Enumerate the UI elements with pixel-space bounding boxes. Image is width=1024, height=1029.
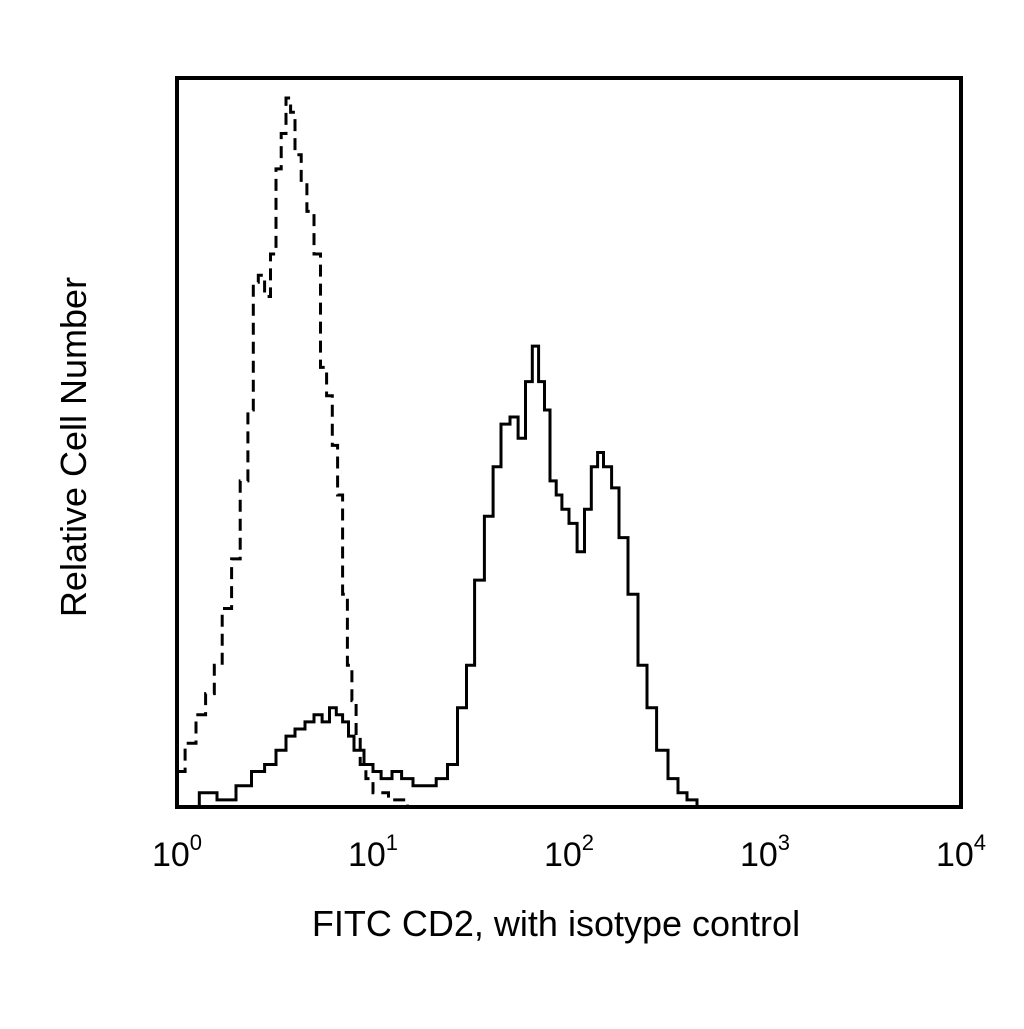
x-tick-base: 10 [152,836,190,874]
x-axis-label: FITC CD2, with isotype control [312,903,800,944]
x-tick-label: 103 [740,830,790,874]
cd2-stained-series-line [177,344,699,809]
x-tick-labels: 100 101 102 103 104 [152,830,986,874]
x-tick-base: 10 [544,836,582,874]
plot-frame [175,76,963,809]
x-tick-exponent: 1 [386,830,398,855]
x-tick-base: 10 [348,836,386,874]
x-tick-base: 10 [740,836,778,874]
x-tick-exponent: 3 [778,830,790,855]
x-tick-exponent: 0 [190,830,202,855]
x-tick-base: 10 [936,836,974,874]
x-tick-label: 100 [152,830,202,874]
isotype-control-series-line [177,96,467,809]
y-axis-label: Relative Cell Number [53,277,94,617]
x-tick-exponent: 4 [974,830,986,855]
x-tick-exponent: 2 [582,830,594,855]
x-tick-label: 104 [936,830,986,874]
x-tick-label: 101 [348,830,398,874]
series-layer [177,96,699,809]
x-tick-label: 102 [544,830,594,874]
